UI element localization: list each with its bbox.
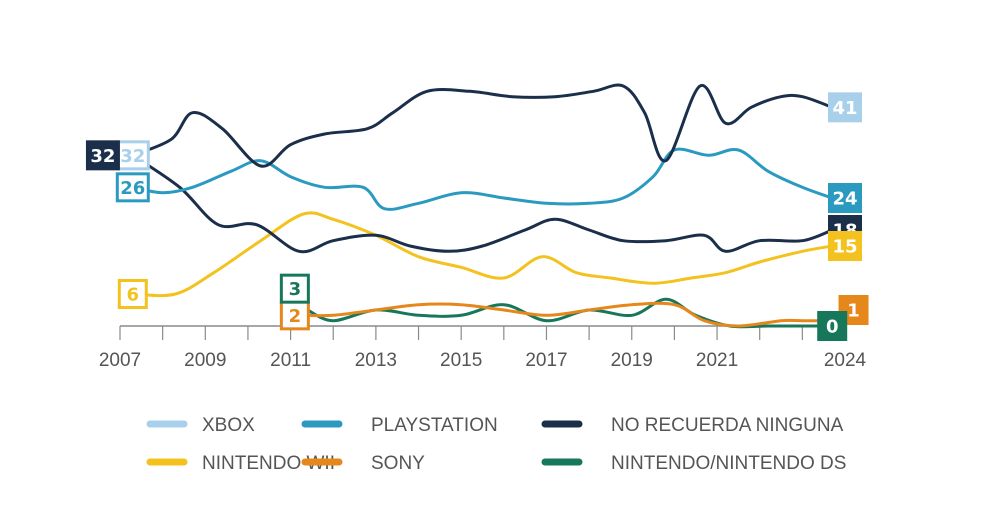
- value-label-playstation: 24: [828, 183, 862, 213]
- x-tick-label: 2024: [824, 350, 867, 371]
- value-label-nintendo-ds: 0: [817, 311, 848, 341]
- value-label-text: 26: [120, 178, 145, 199]
- series-line-no-recuerda-low: [131, 153, 834, 254]
- value-label-text: 32: [90, 146, 115, 167]
- x-tick-label: 2021: [696, 350, 738, 371]
- series-line-no-recuerda: [131, 83, 834, 168]
- legend-item-nintendo-nintendo-ds: NINTENDO/NINTENDO DS: [541, 453, 846, 474]
- value-label-sony: 2: [279, 300, 310, 331]
- value-label-sony: 1: [838, 295, 869, 325]
- x-tick-label: 2017: [525, 350, 567, 371]
- value-label-text: 15: [832, 237, 857, 258]
- value-label-box: [828, 183, 862, 213]
- value-label-box: [115, 172, 150, 203]
- value-label-text: 41: [832, 98, 857, 119]
- x-tick-label: 2013: [355, 350, 397, 371]
- value-label-nintendo-wii: 15: [828, 231, 862, 261]
- legend: XBOX PLAYSTATION NO RECUERDA NINGUNA NINTEN…: [146, 415, 846, 474]
- value-label-text: 3: [289, 279, 302, 300]
- value-label-nintendo-ds: 3: [279, 273, 310, 304]
- value-label-text: 1: [847, 301, 860, 322]
- value-label-text: 32: [120, 146, 145, 167]
- legend-item-no-recuerda-ninguna: NO RECUERDA NINGUNA: [541, 415, 844, 436]
- x-axis: 2007 2009 2011 2013 2015 2017 2019 2021 2024: [99, 325, 867, 371]
- legend-item-playstation: PLAYSTATION: [301, 415, 498, 436]
- value-label-xbox: 41: [828, 92, 862, 123]
- value-label-box: [279, 273, 310, 304]
- legend-label: NO RECUERDA NINGUNA: [611, 415, 844, 436]
- value-label-box: [817, 311, 848, 341]
- value-labels: 3241262432186152130: [85, 92, 869, 341]
- value-label-text: 24: [832, 189, 857, 210]
- legend-item-xbox: XBOX: [146, 415, 255, 436]
- x-tick-label: 2015: [440, 350, 482, 371]
- value-label-box: [117, 279, 148, 309]
- series-line-sony: [306, 301, 834, 328]
- value-label-text: 0: [826, 317, 839, 338]
- value-label-box: [85, 140, 120, 171]
- series-line-nintendo-wii: [131, 211, 834, 298]
- x-tick-label: 2011: [270, 350, 311, 371]
- legend-item-sony: SONY: [301, 453, 425, 474]
- legend-label: XBOX: [202, 415, 255, 436]
- value-label-box: [828, 231, 862, 261]
- value-label-text: 2: [289, 306, 302, 327]
- legend-label: SONY: [371, 453, 425, 474]
- legend-item-nintendo-wii: NINTENDO WII: [146, 453, 335, 474]
- value-label-text: 6: [127, 285, 140, 306]
- legend-label: NINTENDO WII: [202, 453, 335, 474]
- series-lines: [131, 83, 834, 329]
- x-tick-label: 2009: [184, 350, 226, 371]
- value-label-playstation: 26: [115, 172, 150, 203]
- x-tick-label: 2019: [611, 350, 653, 371]
- value-label-xbox: 32: [115, 140, 150, 171]
- value-label-no-recuerda: 32: [85, 140, 120, 171]
- series-line-playstation: [131, 147, 834, 211]
- value-label-nintendo-wii: 6: [117, 279, 148, 309]
- x-tick-label: 2007: [99, 350, 141, 371]
- value-label-box: [828, 92, 862, 123]
- legend-label: NINTENDO/NINTENDO DS: [611, 453, 846, 474]
- legend-label: PLAYSTATION: [371, 415, 498, 436]
